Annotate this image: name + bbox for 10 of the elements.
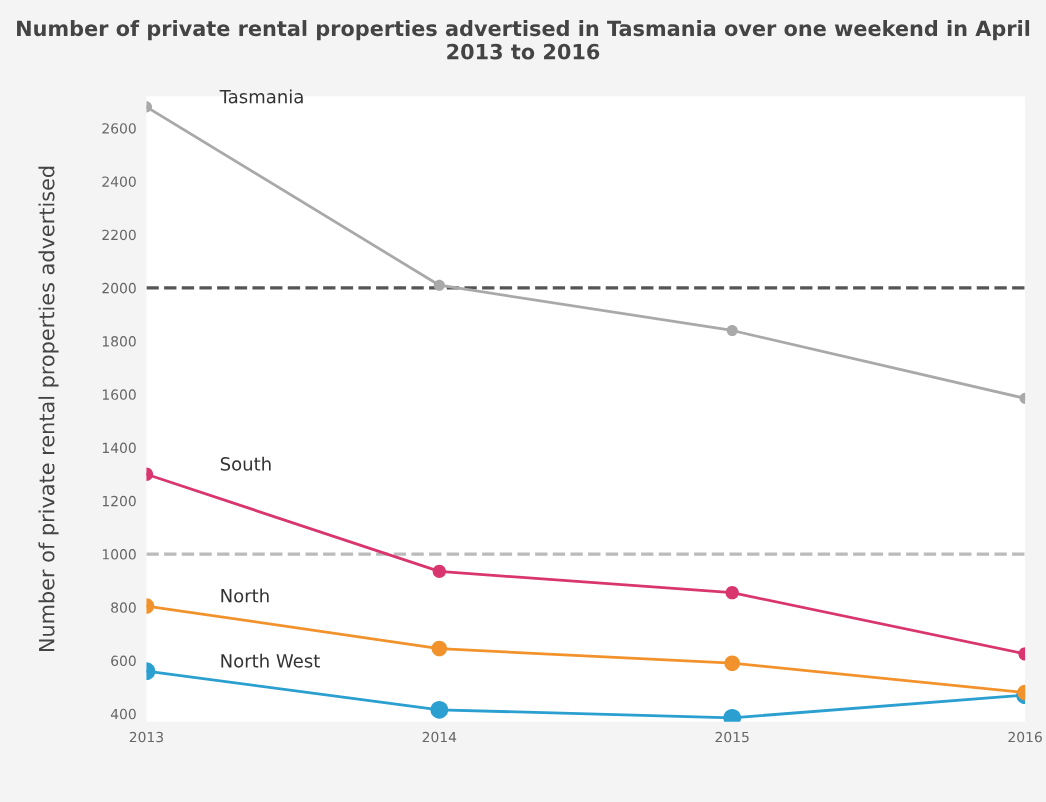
point bbox=[433, 279, 445, 291]
series-label: North bbox=[221, 588, 269, 603]
point bbox=[726, 324, 738, 337]
series-label: South bbox=[220, 456, 271, 471]
series-label: North West bbox=[221, 653, 320, 668]
text: Tasmania bbox=[219, 89, 303, 104]
y-axis-title: Number of private rental properties advertised bbox=[38, 166, 59, 652]
chart-title: Number of private rental properties advertised in Tasmania over one weekend in April 2013 to 2016 bbox=[17, 20, 1030, 60]
point bbox=[432, 564, 446, 579]
point bbox=[725, 586, 739, 600]
